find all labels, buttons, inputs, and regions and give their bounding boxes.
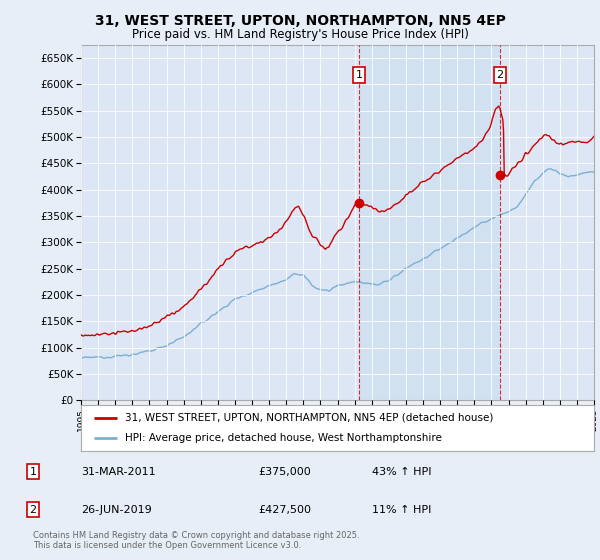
Text: 26-JUN-2019: 26-JUN-2019 [81, 505, 152, 515]
Text: Contains HM Land Registry data © Crown copyright and database right 2025.
This d: Contains HM Land Registry data © Crown c… [33, 530, 359, 550]
Text: 31, WEST STREET, UPTON, NORTHAMPTON, NN5 4EP (detached house): 31, WEST STREET, UPTON, NORTHAMPTON, NN5… [125, 413, 493, 423]
Text: 43% ↑ HPI: 43% ↑ HPI [372, 466, 431, 477]
Text: Price paid vs. HM Land Registry's House Price Index (HPI): Price paid vs. HM Land Registry's House … [131, 28, 469, 41]
Text: 2: 2 [496, 70, 503, 80]
Text: 11% ↑ HPI: 11% ↑ HPI [372, 505, 431, 515]
Text: 31, WEST STREET, UPTON, NORTHAMPTON, NN5 4EP: 31, WEST STREET, UPTON, NORTHAMPTON, NN5… [95, 14, 505, 28]
Bar [359, 45, 500, 400]
Text: 1: 1 [355, 70, 362, 80]
Text: £427,500: £427,500 [258, 505, 311, 515]
Text: £375,000: £375,000 [258, 466, 311, 477]
Text: 31-MAR-2011: 31-MAR-2011 [81, 466, 155, 477]
Text: 2: 2 [29, 505, 37, 515]
Text: 1: 1 [29, 466, 37, 477]
Text: HPI: Average price, detached house, West Northamptonshire: HPI: Average price, detached house, West… [125, 433, 442, 443]
